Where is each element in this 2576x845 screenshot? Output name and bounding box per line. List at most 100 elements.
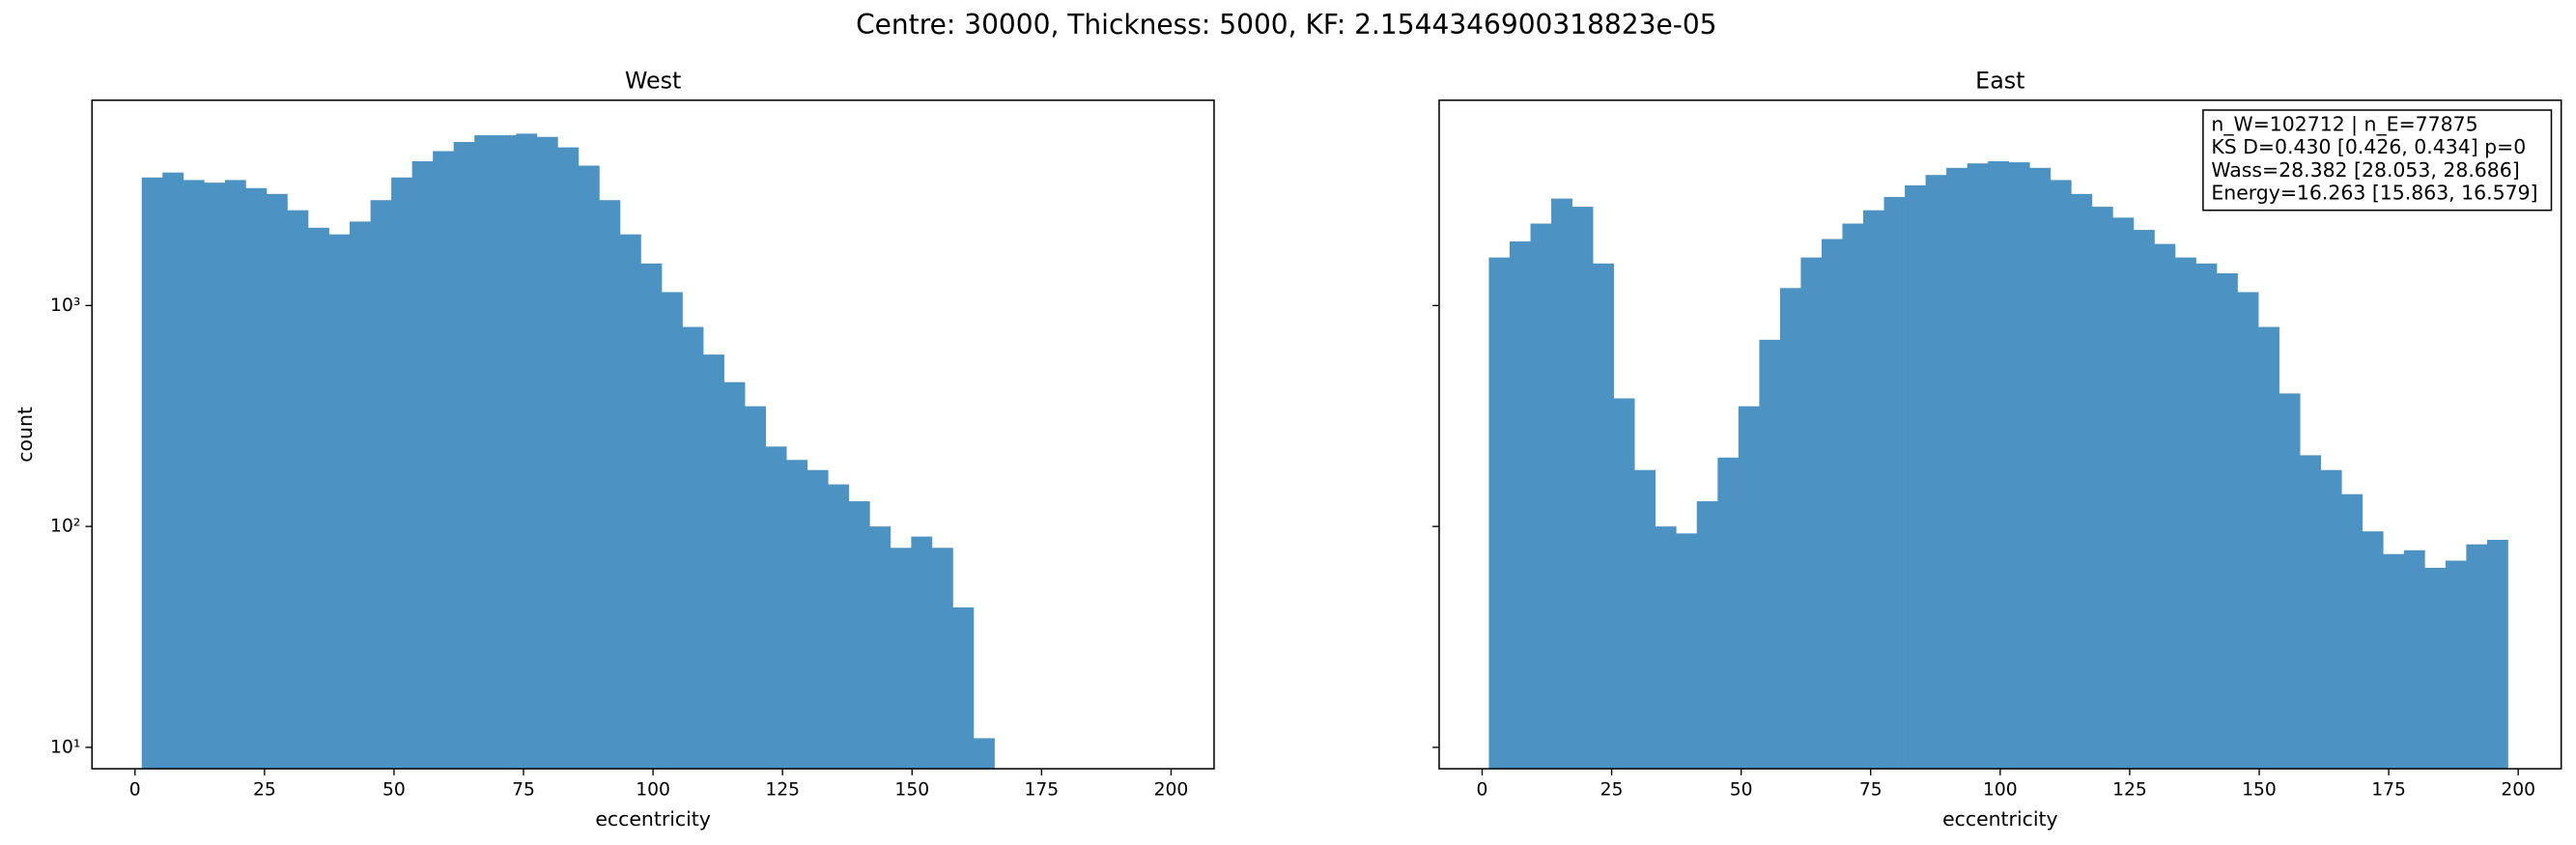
histogram-bar bbox=[307, 227, 329, 770]
histogram-bar bbox=[890, 548, 912, 770]
panel-title: West bbox=[625, 68, 682, 95]
x-tick-label: 25 bbox=[1600, 780, 1624, 801]
histogram-bar bbox=[578, 165, 600, 770]
histogram-bar bbox=[245, 187, 268, 770]
histogram-bar bbox=[2424, 567, 2447, 770]
histogram-bar bbox=[1883, 196, 1906, 770]
histogram-bar bbox=[2237, 292, 2259, 770]
histogram-bar bbox=[1821, 239, 1843, 770]
histogram-bar bbox=[848, 501, 870, 770]
histogram-bar bbox=[1509, 241, 1531, 770]
x-axis-title: eccentricity bbox=[595, 807, 711, 831]
histogram-bar bbox=[869, 526, 892, 770]
histogram-bar bbox=[765, 446, 787, 770]
histogram-bar bbox=[911, 536, 933, 770]
histogram-bar bbox=[723, 381, 746, 770]
histogram-bar bbox=[1988, 160, 2010, 770]
histogram-bar bbox=[2403, 549, 2425, 770]
histogram-bar bbox=[433, 151, 455, 770]
histogram-bar bbox=[1655, 526, 1677, 770]
histogram-bar bbox=[1696, 501, 1718, 770]
histogram-bar bbox=[1676, 533, 1698, 770]
histogram-bar bbox=[1800, 257, 1823, 770]
histogram-bar bbox=[1593, 263, 1615, 770]
x-tick-label: 50 bbox=[1730, 780, 1753, 801]
histogram-bar bbox=[204, 183, 226, 770]
histogram-bar bbox=[2174, 257, 2196, 770]
histogram-bar bbox=[2071, 193, 2093, 770]
x-tick-label: 200 bbox=[1154, 780, 1189, 801]
histogram-bar bbox=[2320, 469, 2342, 770]
histogram-bar bbox=[2154, 243, 2176, 770]
histogram-bar bbox=[474, 135, 496, 770]
x-tick-label: 175 bbox=[1025, 780, 1060, 801]
histogram-bar bbox=[640, 263, 663, 770]
histogram-bar bbox=[495, 135, 517, 770]
histogram-bar bbox=[1717, 457, 1740, 770]
x-tick-label: 125 bbox=[765, 780, 800, 801]
x-tick-label: 75 bbox=[512, 780, 535, 801]
histogram-bar bbox=[224, 180, 246, 770]
histogram-bar bbox=[350, 221, 371, 770]
annotation-line: Energy=16.263 [15.863, 16.579] bbox=[2211, 182, 2537, 205]
histogram-bar bbox=[807, 469, 829, 770]
x-tick-label: 150 bbox=[2242, 780, 2277, 801]
histogram-bar bbox=[370, 200, 392, 770]
x-tick-label: 0 bbox=[129, 780, 141, 801]
histogram-bar bbox=[2050, 180, 2072, 770]
histogram-bar bbox=[1842, 223, 1864, 770]
histogram-bar bbox=[1613, 398, 1635, 770]
y-tick-label: 10³ bbox=[50, 296, 80, 316]
histogram-bar bbox=[453, 142, 475, 770]
histogram-bar bbox=[516, 133, 538, 770]
x-tick-label: 50 bbox=[382, 780, 406, 801]
histogram-bar bbox=[1863, 210, 1884, 770]
histogram-bar bbox=[2445, 560, 2467, 770]
histogram-bar bbox=[1738, 406, 1760, 770]
histogram-bar bbox=[1946, 167, 1968, 770]
histogram-bar bbox=[1925, 175, 1947, 770]
histogram-bar bbox=[183, 180, 205, 770]
histogram-bar bbox=[662, 292, 683, 770]
histogram-bar bbox=[619, 234, 641, 770]
histogram-bar bbox=[2195, 263, 2218, 770]
histogram-bar bbox=[1571, 207, 1594, 770]
histogram-bar bbox=[2466, 544, 2488, 770]
y-tick-label: 10² bbox=[50, 517, 80, 537]
histogram-bar bbox=[2486, 539, 2508, 770]
histogram-bar bbox=[2279, 393, 2301, 770]
histogram-bar bbox=[536, 136, 558, 770]
histogram-bar bbox=[2008, 162, 2030, 770]
y-axis-title: count bbox=[14, 407, 37, 463]
x-tick-label: 175 bbox=[2371, 780, 2406, 801]
panel: 0 25 50 75 100 125 150 175 200 10¹ 10² 10³ West eccen… bbox=[14, 68, 1215, 831]
histogram-bar bbox=[2133, 230, 2155, 770]
x-tick-label: 125 bbox=[2112, 780, 2147, 801]
histogram-bar bbox=[1759, 339, 1781, 770]
histogram-bar bbox=[287, 210, 309, 770]
histogram-bar bbox=[1779, 288, 1801, 770]
histogram-bar bbox=[2091, 207, 2113, 770]
histogram-bar bbox=[1905, 184, 1926, 770]
annotation-line: n_W=102712 | n_E=77875 bbox=[2211, 112, 2477, 136]
histogram-bar bbox=[786, 460, 808, 770]
histogram-bar bbox=[141, 177, 163, 770]
histogram-bar bbox=[2217, 272, 2238, 770]
annotation-box bbox=[2202, 109, 2553, 211]
histogram-bar bbox=[2112, 217, 2135, 770]
histogram-bar bbox=[828, 484, 850, 770]
histogram-bar bbox=[682, 326, 704, 770]
x-tick-label: 100 bbox=[636, 780, 670, 801]
histogram-bar bbox=[557, 147, 580, 770]
histogram-bar bbox=[2300, 455, 2322, 770]
x-tick-label: 25 bbox=[253, 780, 276, 801]
histogram-bar bbox=[328, 234, 351, 770]
histogram-bar bbox=[2341, 493, 2364, 770]
x-axis-title: eccentricity bbox=[1942, 807, 2058, 831]
histogram-bar bbox=[952, 606, 975, 770]
histogram-bar bbox=[1551, 198, 1572, 770]
histogram-bar bbox=[266, 193, 288, 770]
histogram-bar bbox=[1634, 469, 1656, 770]
